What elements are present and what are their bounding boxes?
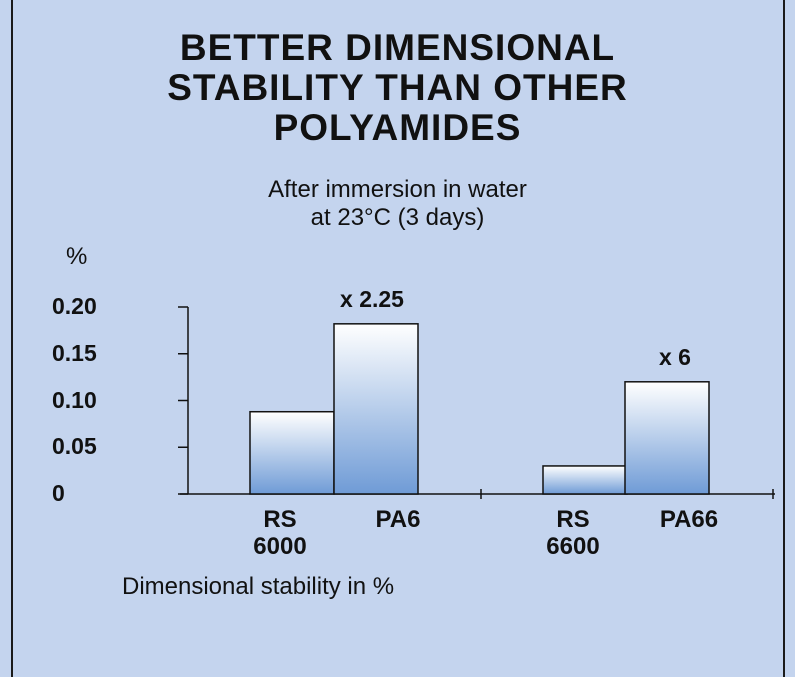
y-axis-label: % (66, 243, 88, 270)
y-tick-label: 0 (52, 480, 65, 506)
chart-title: BETTER DIMENSIONAL STABILITY THAN OTHER … (167, 27, 628, 148)
x-axis-label: Dimensional stability in % (122, 573, 395, 600)
x-tick-label: PA66 (659, 506, 719, 533)
bar (542, 465, 628, 495)
x-tick-label: RS 6000 (253, 506, 307, 560)
y-tick-label: 0.20 (52, 293, 97, 319)
annotation: x 2.25 (340, 285, 404, 312)
left-border (11, 0, 13, 677)
chart-subtitle: After immersion in water at 23°C (3 days… (268, 176, 527, 231)
y-tick-label: 0.05 (52, 433, 97, 460)
bar (333, 323, 419, 495)
x-tick-label: PA6 (375, 506, 421, 533)
y-tick-label: 0.10 (52, 386, 97, 413)
y-tick-label: 0.15 (52, 339, 97, 366)
annotation: x 6 (659, 343, 691, 370)
right-border (783, 0, 785, 677)
bar (624, 381, 710, 495)
bar (249, 410, 335, 495)
x-tick-label: RS 6600 (546, 506, 600, 560)
